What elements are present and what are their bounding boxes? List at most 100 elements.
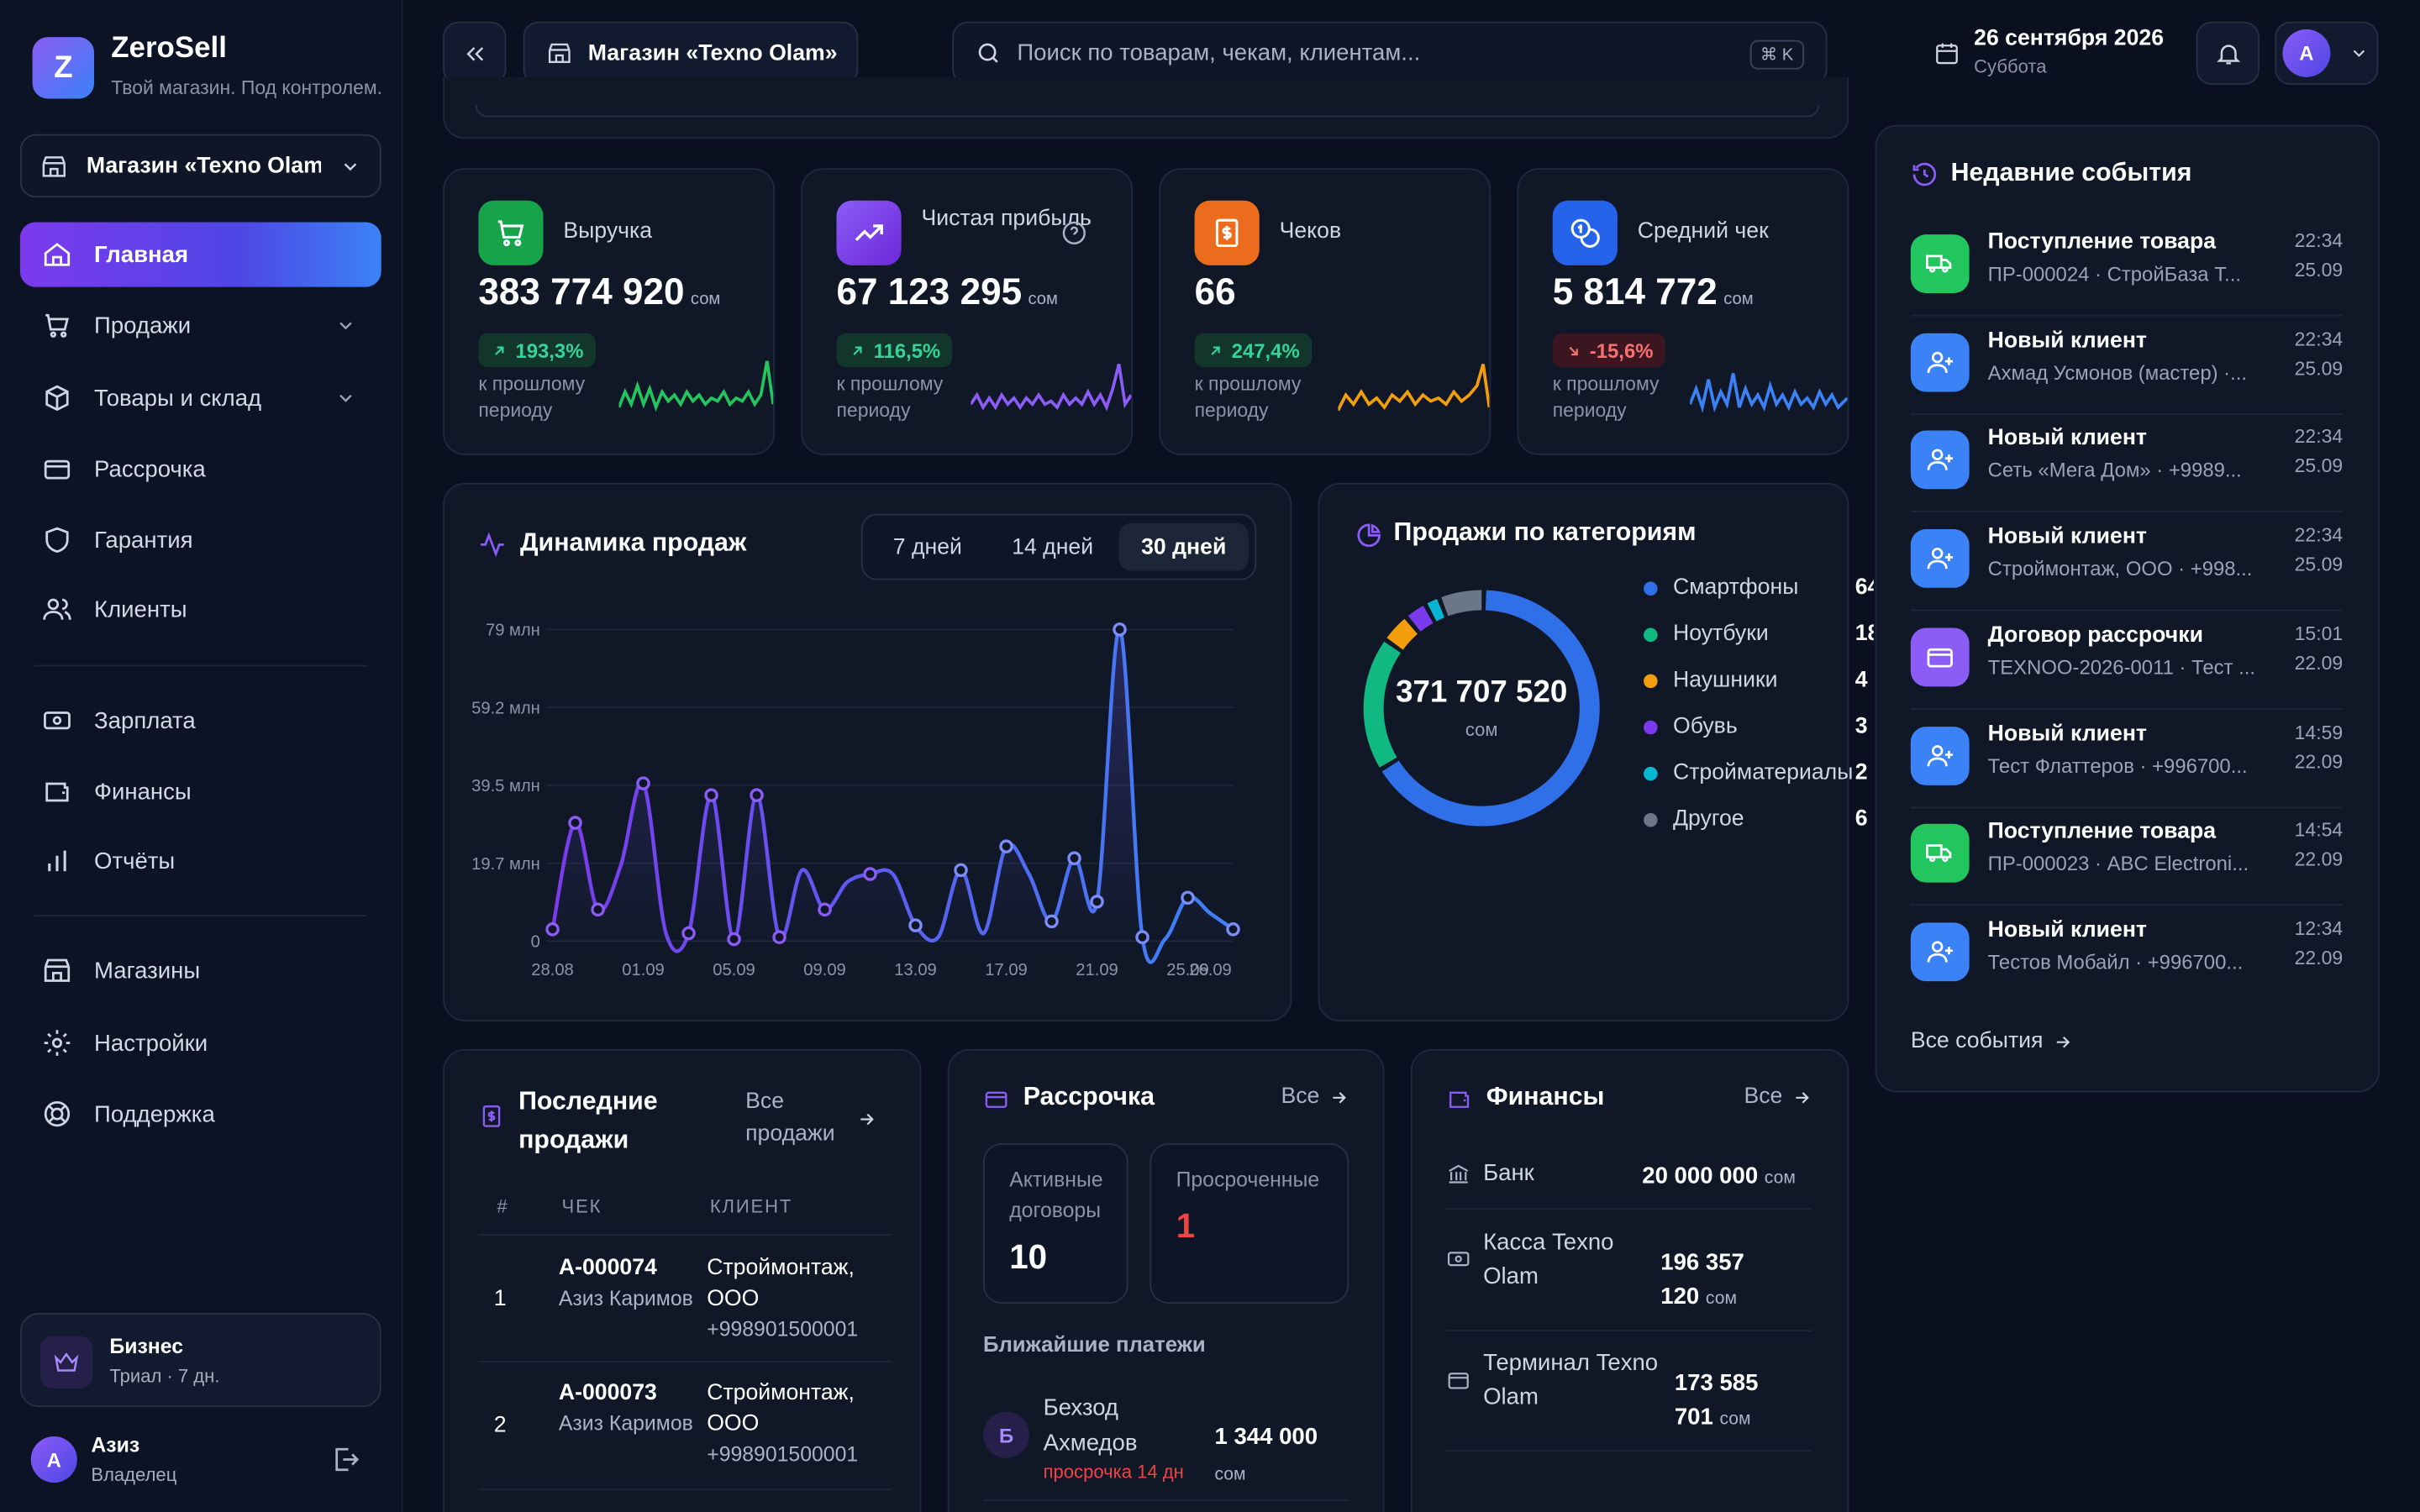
x-tick-label: 25.09 bbox=[1166, 961, 1209, 979]
sidebar-item-stores[interactable]: Магазины bbox=[20, 938, 381, 1003]
data-point[interactable] bbox=[704, 788, 718, 802]
data-point[interactable] bbox=[863, 867, 877, 881]
legend-item[interactable]: Смартфоны bbox=[1644, 575, 1798, 600]
payment-client-name[interactable]: Бехзод Ахмедов bbox=[1043, 1394, 1138, 1457]
categories-donut bbox=[1363, 590, 1600, 827]
list-item[interactable]: Новый клиент Строймонтаж, ООО · +998... 22… bbox=[1910, 520, 2343, 606]
receipt-icon bbox=[482, 1105, 501, 1127]
sidebar-item-sales[interactable]: Продажи bbox=[20, 293, 381, 358]
data-point[interactable] bbox=[636, 776, 650, 790]
donut-slice[interactable] bbox=[1407, 605, 1434, 632]
list-divider bbox=[1910, 609, 2344, 612]
range-14-days[interactable]: 14 дней bbox=[1012, 534, 1094, 559]
data-point[interactable] bbox=[999, 839, 1013, 853]
legend-item[interactable]: Ноутбуки bbox=[1644, 622, 1769, 647]
kpi-value: 5 814 772 сом bbox=[1552, 271, 1754, 313]
card-icon bbox=[1910, 627, 1970, 686]
sidebar-item-warranty[interactable]: Гарантия bbox=[20, 507, 381, 572]
header-store-button[interactable]: Магазин «Texno Olam» bbox=[523, 21, 859, 86]
kpi-period-note: к прошлому периоду bbox=[478, 373, 586, 422]
donut-slice[interactable] bbox=[1386, 618, 1418, 650]
legend-item[interactable]: Обувь bbox=[1644, 714, 1738, 739]
data-point[interactable] bbox=[818, 902, 832, 917]
store-icon bbox=[42, 155, 66, 176]
logout-icon[interactable] bbox=[330, 1444, 361, 1475]
kpi-period-note: к прошлому периоду bbox=[836, 373, 944, 422]
all-events-link[interactable]: Все события bbox=[1911, 1029, 2073, 1053]
overdue-contracts-box[interactable]: Просроченные 1 bbox=[1150, 1142, 1349, 1305]
sidebar-item-installments[interactable]: Рассрочка bbox=[20, 437, 381, 501]
range-30-days[interactable]: 30 дней bbox=[1118, 522, 1249, 571]
sidebar-item-products[interactable]: Товары и склад bbox=[20, 365, 381, 430]
legend-item[interactable]: Стройматериалы bbox=[1644, 760, 1853, 785]
row-divider bbox=[1445, 1330, 1812, 1332]
list-item[interactable]: Поступление товара ПР-000023 · ABC Electr… bbox=[1910, 815, 2343, 901]
all-finances-link[interactable]: Все bbox=[1744, 1084, 1812, 1110]
x-tick-label: 05.09 bbox=[713, 961, 755, 979]
event-subtitle: Тестов Мобайл · +996700... bbox=[1987, 950, 2244, 974]
list-item[interactable]: Новый клиент Ахмад Усмонов (мастер) ·... 2… bbox=[1910, 323, 2343, 410]
data-point[interactable] bbox=[1067, 851, 1081, 866]
data-point[interactable] bbox=[545, 922, 560, 937]
legend-value: 3 bbox=[1854, 714, 1868, 739]
sidebar-divider bbox=[34, 664, 368, 667]
sidebar-item-reports[interactable]: Отчёты bbox=[20, 828, 381, 893]
data-point[interactable] bbox=[1181, 890, 1195, 905]
data-point[interactable] bbox=[591, 902, 605, 917]
history-icon bbox=[1912, 162, 1937, 186]
list-item[interactable]: Поступление товара ПР-000024 · СтройБаза … bbox=[1910, 225, 2343, 312]
active-contracts-box[interactable]: Активные договоры 10 bbox=[982, 1142, 1128, 1305]
legend-value: 2 bbox=[1854, 760, 1868, 785]
sidebar-item-home[interactable]: Главная bbox=[19, 222, 381, 287]
data-point[interactable] bbox=[772, 930, 786, 944]
data-point[interactable] bbox=[1226, 922, 1240, 937]
donut-slice[interactable] bbox=[1441, 590, 1482, 617]
donut-slice[interactable] bbox=[1381, 590, 1600, 827]
donut-slice[interactable] bbox=[1363, 641, 1402, 768]
donut-slice[interactable] bbox=[1427, 599, 1445, 622]
collapse-sidebar-button[interactable] bbox=[443, 21, 507, 86]
list-item[interactable]: Новый клиент Тестов Мобайл · +996700... 12… bbox=[1910, 913, 2343, 1000]
legend-dot bbox=[1644, 673, 1658, 688]
sidebar-item-clients[interactable]: Клиенты bbox=[20, 577, 381, 642]
data-point[interactable] bbox=[908, 918, 923, 932]
user-menu-button[interactable]: A bbox=[2275, 21, 2379, 86]
legend-item[interactable]: Другое bbox=[1644, 807, 1744, 832]
avatar[interactable]: A bbox=[30, 1436, 77, 1483]
sidebar-item-settings[interactable]: Настройки bbox=[20, 1011, 381, 1075]
chevron-down-icon bbox=[339, 394, 352, 402]
store-selector[interactable]: Магазин «Texno Olam» bbox=[19, 134, 381, 198]
all-sales-link[interactable]: Все продажи bbox=[745, 1086, 892, 1151]
list-item[interactable]: Новый клиент Тест Флаттеров · +996700... 1… bbox=[1910, 717, 2343, 803]
data-point[interactable] bbox=[954, 863, 968, 878]
recent-sales-title: Последние продажи bbox=[518, 1087, 658, 1154]
sales-dynamics-title: Динамика продаж bbox=[519, 528, 747, 558]
data-point[interactable] bbox=[1044, 914, 1059, 929]
terminal-icon bbox=[1448, 1373, 1469, 1389]
all-installments-link[interactable]: Все bbox=[1281, 1084, 1349, 1110]
table-row[interactable]: A-000074 Азиз Каримов bbox=[558, 1256, 693, 1310]
notifications-button[interactable] bbox=[2196, 21, 2260, 86]
store-selector-label: Магазин «Texno Olam» bbox=[86, 153, 322, 179]
sidebar-item-salary[interactable]: Зарплата bbox=[20, 688, 381, 753]
help-icon[interactable] bbox=[1060, 219, 1088, 247]
data-point[interactable] bbox=[681, 926, 696, 941]
sidebar-item-finance[interactable]: Финансы bbox=[20, 759, 381, 824]
table-row[interactable]: A-000073 Азиз Каримов bbox=[558, 1380, 693, 1436]
legend-dot bbox=[1644, 627, 1658, 642]
list-item[interactable]: Новый клиент Сеть «Мега Дом» · +9989... 22… bbox=[1910, 422, 2343, 508]
search-input[interactable]: Поиск по товарам, чекам, клиентам... ⌘ K bbox=[952, 21, 1828, 86]
list-item[interactable]: Договор рассрочки TEXNOO-2026-0011 · Тест… bbox=[1910, 618, 2343, 705]
data-point[interactable] bbox=[750, 788, 764, 802]
coins-icon bbox=[1552, 200, 1618, 265]
data-point[interactable] bbox=[727, 932, 741, 947]
data-point[interactable] bbox=[1113, 622, 1127, 637]
data-point[interactable] bbox=[1135, 930, 1150, 944]
data-point[interactable] bbox=[568, 816, 582, 830]
plan-card[interactable]: Бизнес Триал · 7 дн. bbox=[19, 1313, 381, 1408]
sidebar-item-support[interactable]: Поддержка bbox=[20, 1082, 381, 1147]
range-7-days[interactable]: 7 дней bbox=[892, 534, 962, 559]
data-point[interactable] bbox=[1090, 895, 1104, 909]
list-divider bbox=[1910, 412, 2344, 415]
legend-item[interactable]: Наушники bbox=[1644, 668, 1778, 693]
